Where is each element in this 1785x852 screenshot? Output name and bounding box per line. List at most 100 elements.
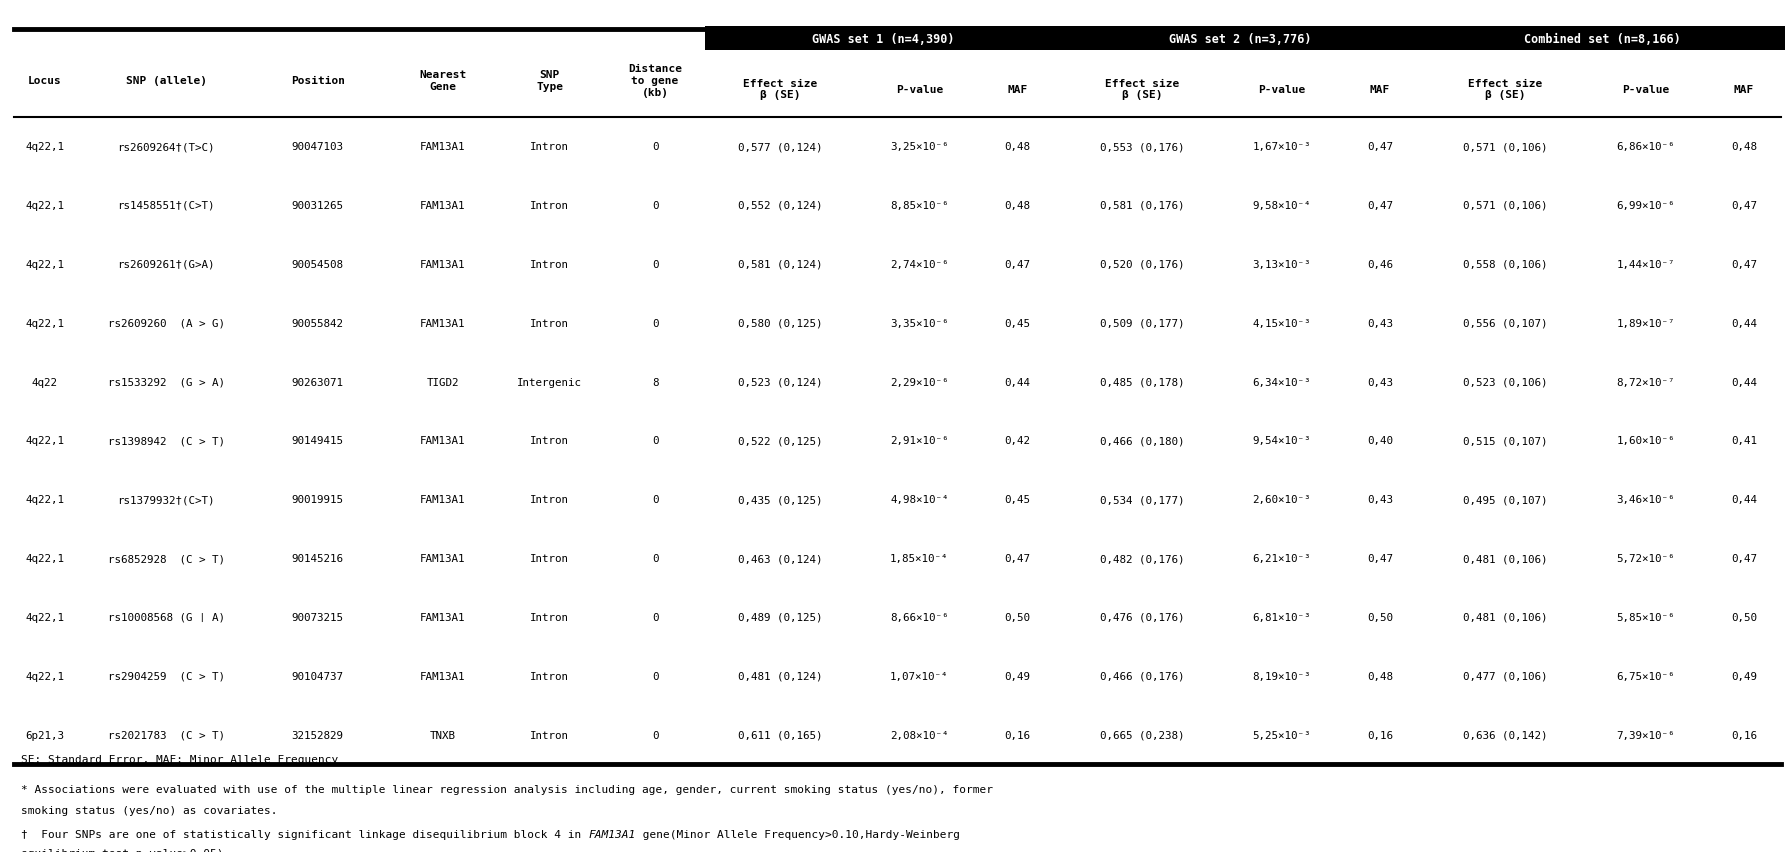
Text: GWAS set 1 (n=4,390): GWAS set 1 (n=4,390) bbox=[812, 32, 955, 46]
Text: 0,463 (0,124): 0,463 (0,124) bbox=[737, 554, 823, 563]
Text: 0,611 (0,165): 0,611 (0,165) bbox=[737, 730, 823, 740]
Text: MAF: MAF bbox=[1369, 84, 1391, 95]
Text: 4q22: 4q22 bbox=[32, 377, 57, 387]
Text: 0,16: 0,16 bbox=[1005, 730, 1030, 740]
Text: FAM13A1: FAM13A1 bbox=[419, 554, 466, 563]
Text: Intron: Intron bbox=[530, 671, 569, 681]
Text: 0,476 (0,176): 0,476 (0,176) bbox=[1100, 613, 1185, 622]
Text: 8,85×10⁻⁶: 8,85×10⁻⁶ bbox=[891, 201, 948, 210]
Text: 0,40: 0,40 bbox=[1367, 436, 1392, 446]
Text: FAM13A1: FAM13A1 bbox=[419, 671, 466, 681]
Text: 0,44: 0,44 bbox=[1731, 495, 1756, 504]
Text: 0,50: 0,50 bbox=[1367, 613, 1392, 622]
Text: 0,571 (0,106): 0,571 (0,106) bbox=[1462, 142, 1548, 152]
Text: rs10008568 (G ❘ A): rs10008568 (G ❘ A) bbox=[107, 613, 225, 622]
Text: Intron: Intron bbox=[530, 613, 569, 622]
Text: 4q22,1: 4q22,1 bbox=[25, 495, 64, 504]
Text: 1,67×10⁻³: 1,67×10⁻³ bbox=[1253, 142, 1310, 152]
Text: 90055842: 90055842 bbox=[291, 319, 345, 328]
Text: rs1533292  (G > A): rs1533292 (G > A) bbox=[107, 377, 225, 387]
Text: 0,50: 0,50 bbox=[1005, 613, 1030, 622]
Text: 4q22,1: 4q22,1 bbox=[25, 436, 64, 446]
Text: 4,98×10⁻⁴: 4,98×10⁻⁴ bbox=[891, 495, 948, 504]
Text: 0: 0 bbox=[652, 613, 659, 622]
Text: 0,47: 0,47 bbox=[1731, 201, 1756, 210]
Text: 0,571 (0,106): 0,571 (0,106) bbox=[1462, 201, 1548, 210]
Text: 8: 8 bbox=[652, 377, 659, 387]
Text: SNP (allele): SNP (allele) bbox=[125, 76, 207, 86]
Text: 90073215: 90073215 bbox=[291, 613, 345, 622]
Text: 4q22,1: 4q22,1 bbox=[25, 201, 64, 210]
Text: 6,75×10⁻⁶: 6,75×10⁻⁶ bbox=[1617, 671, 1674, 681]
Text: rs2609260  (A > G): rs2609260 (A > G) bbox=[107, 319, 225, 328]
Text: 6,21×10⁻³: 6,21×10⁻³ bbox=[1253, 554, 1310, 563]
Text: P-value: P-value bbox=[1258, 84, 1305, 95]
Text: rs2609264†(T>C): rs2609264†(T>C) bbox=[118, 142, 214, 152]
Text: TNXB: TNXB bbox=[430, 730, 455, 740]
Text: 0,534 (0,177): 0,534 (0,177) bbox=[1100, 495, 1185, 504]
Text: 0,49: 0,49 bbox=[1005, 671, 1030, 681]
Text: 8,72×10⁻⁷: 8,72×10⁻⁷ bbox=[1617, 377, 1674, 387]
Text: 0,466 (0,176): 0,466 (0,176) bbox=[1100, 671, 1185, 681]
Bar bbox=[705, 27, 1062, 51]
Text: 0,48: 0,48 bbox=[1731, 142, 1756, 152]
Text: 2,08×10⁻⁴: 2,08×10⁻⁴ bbox=[891, 730, 948, 740]
Text: TIGD2: TIGD2 bbox=[427, 377, 459, 387]
Text: 0: 0 bbox=[652, 554, 659, 563]
Text: 0,552 (0,124): 0,552 (0,124) bbox=[737, 201, 823, 210]
Text: rs2904259  (C > T): rs2904259 (C > T) bbox=[107, 671, 225, 681]
Text: 0,16: 0,16 bbox=[1367, 730, 1392, 740]
Text: 3,35×10⁻⁶: 3,35×10⁻⁶ bbox=[891, 319, 948, 328]
Text: FAM13A1: FAM13A1 bbox=[419, 436, 466, 446]
Text: 0,509 (0,177): 0,509 (0,177) bbox=[1100, 319, 1185, 328]
Text: FAM13A1: FAM13A1 bbox=[419, 613, 466, 622]
Text: 4q22,1: 4q22,1 bbox=[25, 671, 64, 681]
Text: 0,481 (0,106): 0,481 (0,106) bbox=[1462, 554, 1548, 563]
Text: 90145216: 90145216 bbox=[291, 554, 345, 563]
Text: 90054508: 90054508 bbox=[291, 260, 345, 269]
Text: 0,522 (0,125): 0,522 (0,125) bbox=[737, 436, 823, 446]
Text: 0,49: 0,49 bbox=[1731, 671, 1756, 681]
Text: 0,44: 0,44 bbox=[1005, 377, 1030, 387]
Text: 0,46: 0,46 bbox=[1367, 260, 1392, 269]
Text: 0,481 (0,124): 0,481 (0,124) bbox=[737, 671, 823, 681]
Text: equilibrium test p-value≥0.05).: equilibrium test p-value≥0.05). bbox=[21, 848, 230, 852]
Text: MAF: MAF bbox=[1007, 84, 1028, 95]
Text: 2,60×10⁻³: 2,60×10⁻³ bbox=[1253, 495, 1310, 504]
Text: 0,466 (0,180): 0,466 (0,180) bbox=[1100, 436, 1185, 446]
Text: 0,44: 0,44 bbox=[1731, 319, 1756, 328]
Bar bbox=[1062, 27, 1419, 51]
Text: FAM13A1: FAM13A1 bbox=[419, 319, 466, 328]
Text: MAF: MAF bbox=[1733, 84, 1755, 95]
Text: 0,558 (0,106): 0,558 (0,106) bbox=[1462, 260, 1548, 269]
Text: * Associations were evaluated with use of the multiple linear regression analysi: * Associations were evaluated with use o… bbox=[21, 784, 994, 794]
Text: Intron: Intron bbox=[530, 142, 569, 152]
Text: Intron: Intron bbox=[530, 319, 569, 328]
Text: 0,41: 0,41 bbox=[1731, 436, 1756, 446]
Text: 0,556 (0,107): 0,556 (0,107) bbox=[1462, 319, 1548, 328]
Text: 0,50: 0,50 bbox=[1731, 613, 1756, 622]
Text: 0: 0 bbox=[652, 730, 659, 740]
Text: 4q22,1: 4q22,1 bbox=[25, 142, 64, 152]
Text: 0,495 (0,107): 0,495 (0,107) bbox=[1462, 495, 1548, 504]
Text: 0,47: 0,47 bbox=[1367, 554, 1392, 563]
Text: 0,485 (0,178): 0,485 (0,178) bbox=[1100, 377, 1185, 387]
Text: Intron: Intron bbox=[530, 436, 569, 446]
Text: 0,482 (0,176): 0,482 (0,176) bbox=[1100, 554, 1185, 563]
Text: 9,54×10⁻³: 9,54×10⁻³ bbox=[1253, 436, 1310, 446]
Text: GWAS set 2 (n=3,776): GWAS set 2 (n=3,776) bbox=[1169, 32, 1312, 46]
Text: 1,85×10⁻⁴: 1,85×10⁻⁴ bbox=[891, 554, 948, 563]
Text: 0,16: 0,16 bbox=[1731, 730, 1756, 740]
Text: 0,47: 0,47 bbox=[1005, 554, 1030, 563]
Text: 1,07×10⁻⁴: 1,07×10⁻⁴ bbox=[891, 671, 948, 681]
Text: 0,523 (0,124): 0,523 (0,124) bbox=[737, 377, 823, 387]
Text: 0,42: 0,42 bbox=[1005, 436, 1030, 446]
Text: 0: 0 bbox=[652, 142, 659, 152]
Text: 2,74×10⁻⁶: 2,74×10⁻⁶ bbox=[891, 260, 948, 269]
Text: 0: 0 bbox=[652, 201, 659, 210]
Text: 90031265: 90031265 bbox=[291, 201, 345, 210]
Text: 4,15×10⁻³: 4,15×10⁻³ bbox=[1253, 319, 1310, 328]
Text: 0,47: 0,47 bbox=[1731, 554, 1756, 563]
Text: 0,515 (0,107): 0,515 (0,107) bbox=[1462, 436, 1548, 446]
Text: 90019915: 90019915 bbox=[291, 495, 345, 504]
